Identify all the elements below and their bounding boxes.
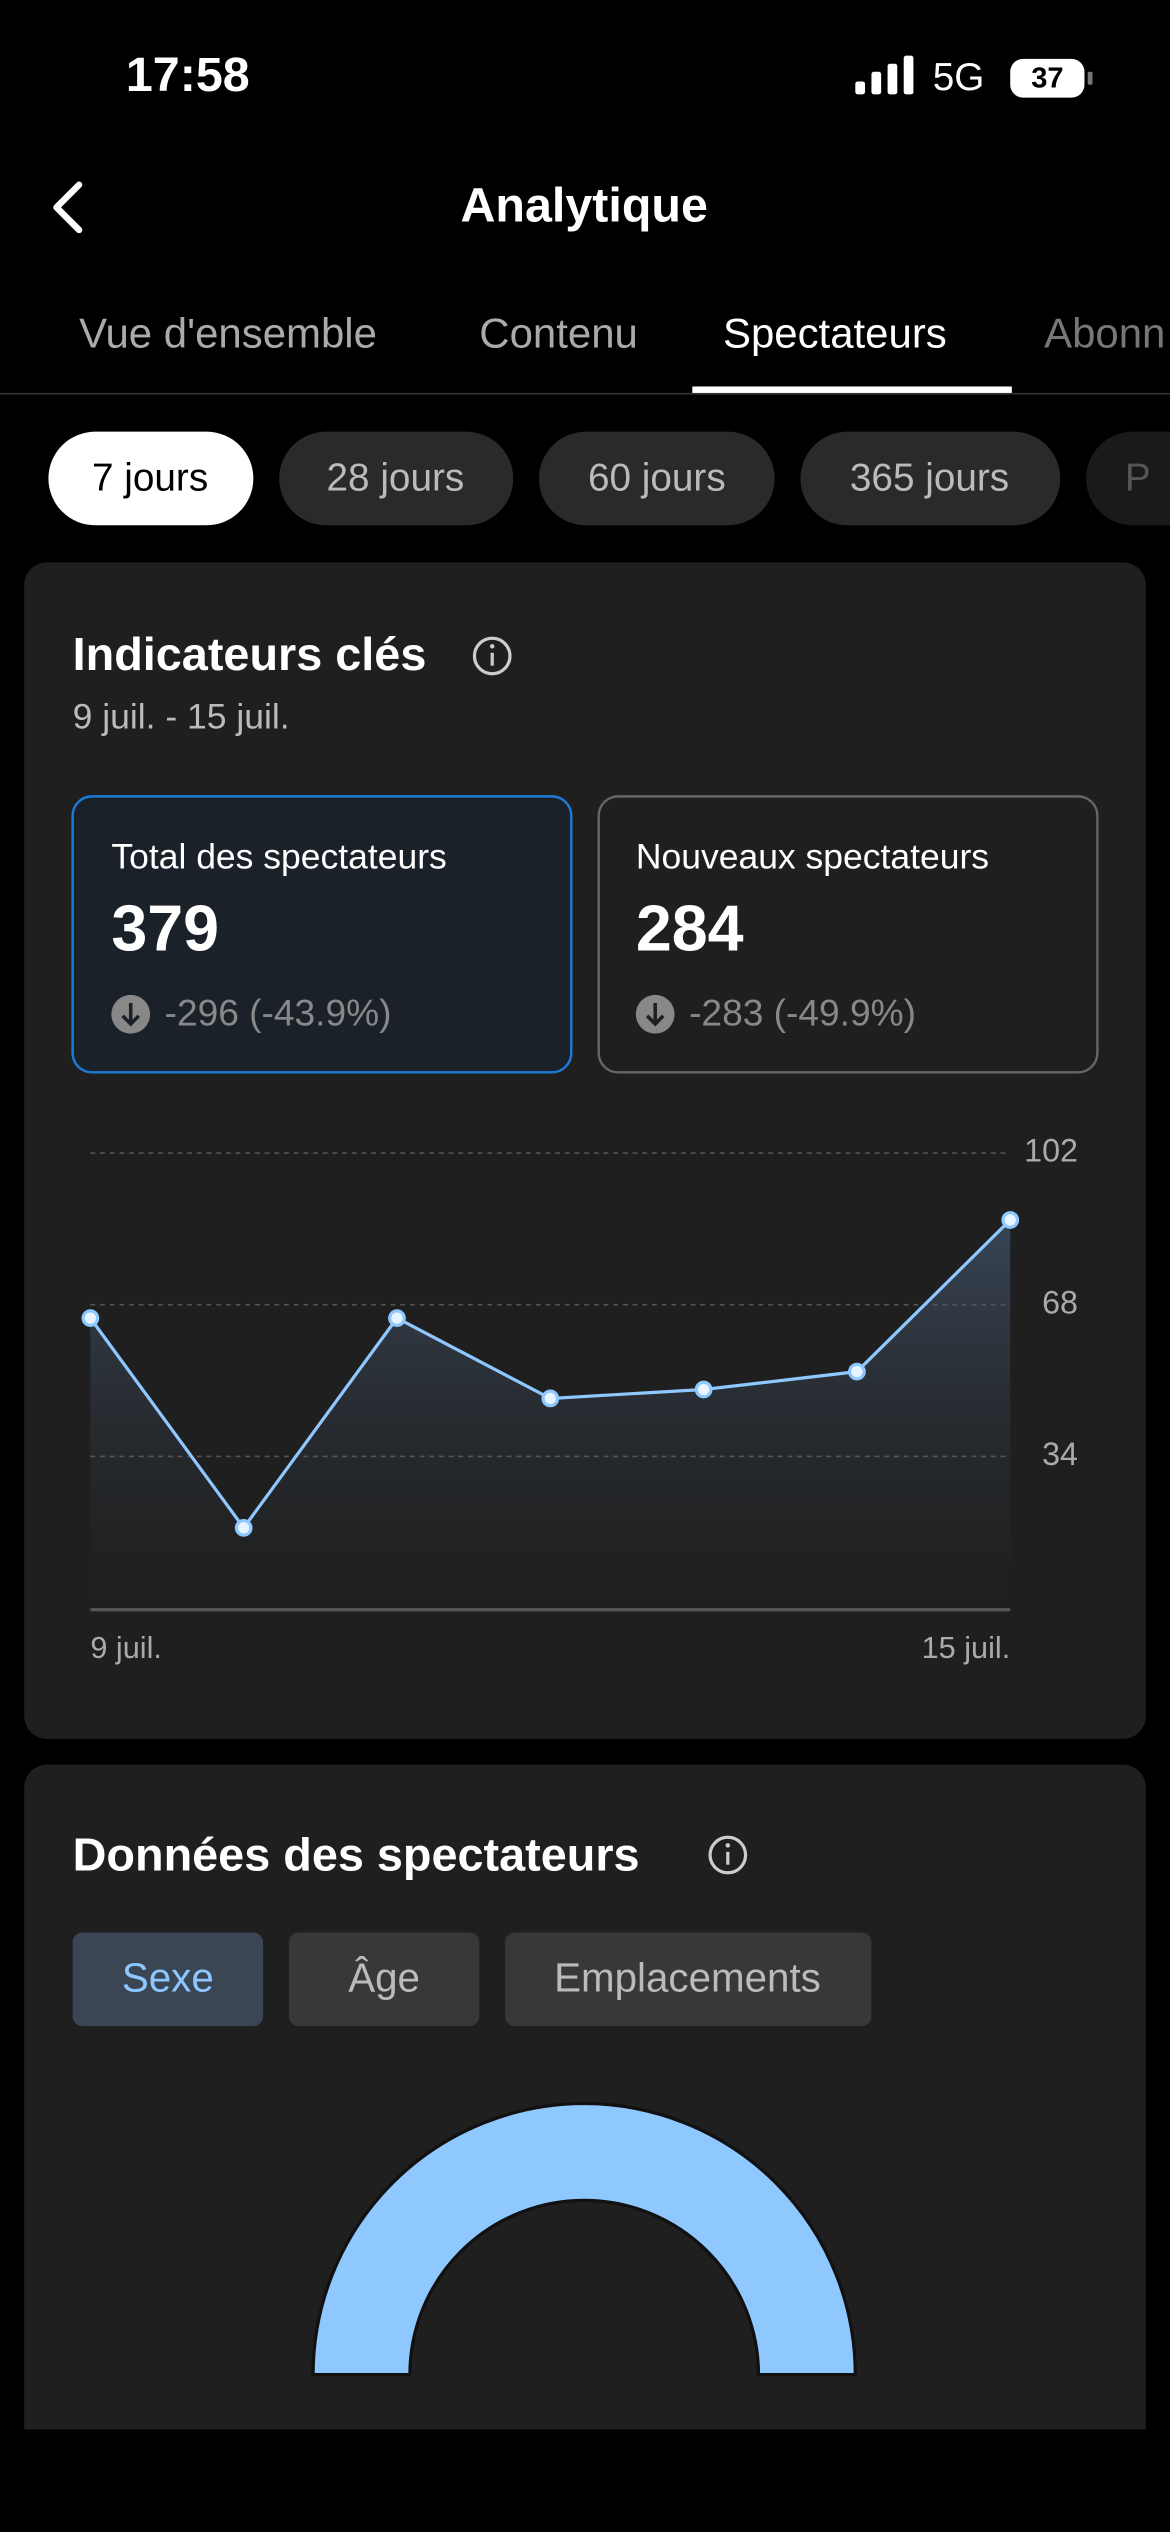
audience-tab[interactable] [505,1932,872,2027]
header-title: Analytique [460,179,707,233]
audience-tab-label: Sexe [122,1955,214,2001]
period-pill[interactable] [800,431,1061,526]
battery-icon [1010,58,1085,98]
metric-value: 379 [111,893,219,965]
metric-card[interactable] [597,795,1099,1074]
audience-tab-label: Âge [348,1955,420,2001]
period-label: 28 jours [327,456,465,499]
tab[interactable]: Vue d'ensemble [79,310,377,357]
audience-tab-label: Emplacements [554,1955,821,2001]
y-tick-label: 34 [1042,1436,1078,1472]
period-label: 365 jours [850,456,1009,499]
metric-label: Nouveaux spectateurs [636,837,989,877]
metric-label: Total des spectateurs [111,837,446,877]
tab-divider [0,392,1170,395]
section-title: Indicateurs clés [73,628,427,680]
tab-indicator [692,386,1012,393]
period-pill[interactable] [279,431,514,526]
tab-active[interactable]: Spectateurs [723,310,947,357]
period-pill[interactable] [539,431,775,526]
metric-value: 284 [636,893,744,965]
metric-change: -296 (-43.9%) [165,992,392,1034]
period-label: P [1125,456,1151,499]
date-range: 9 juil. - 15 juil. [73,696,290,736]
tab[interactable]: Contenu [479,310,638,357]
audience-tab[interactable] [288,1932,480,2027]
data-point [1001,1211,1020,1229]
period-label: 60 jours [588,456,726,499]
metric-card-active[interactable] [71,795,573,1074]
tab[interactable]: Abonn [1044,310,1165,357]
info-icon[interactable] [708,1835,748,1875]
info-icon[interactable] [472,636,512,676]
audience-card [24,1764,1146,2430]
period-label: 7 jours [92,456,208,499]
data-point [81,1309,100,1327]
y-tick-label: 68 [1042,1284,1078,1320]
period-pill-active[interactable] [48,431,254,526]
audience-tab-active[interactable] [72,1932,264,2027]
down-arrow-icon [111,994,151,1034]
back-button[interactable] [53,181,83,234]
data-point [234,1518,253,1537]
status-time: 17:58 [126,48,250,102]
x-tick-label: 9 juil. [90,1631,162,1665]
data-point [541,1389,560,1408]
area [90,1219,1011,1609]
y-tick-label: 102 [1024,1133,1078,1169]
metric-change: -283 (-49.9%) [689,992,916,1034]
period-pill[interactable] [1086,431,1170,526]
battery-level: 37 [1031,63,1063,95]
section-title: Données des spectateurs [73,1829,640,1881]
x-tick-label: 15 juil. [922,1631,1011,1665]
battery-tip [1087,71,1093,85]
line-chart: 34 68 102 9 juil. 15 juil. [81,1133,1078,1665]
gender-gauge [311,2102,857,2377]
down-arrow-icon [635,994,675,1034]
signal-icon [855,55,914,95]
status-network: 5G [933,56,985,99]
data-point [388,1309,406,1327]
data-point [848,1362,866,1381]
data-point [694,1380,713,1399]
